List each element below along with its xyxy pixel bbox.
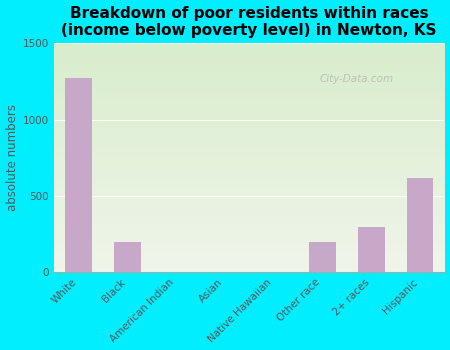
Title: Breakdown of poor residents within races
(income below poverty level) in Newton,: Breakdown of poor residents within races… bbox=[61, 6, 437, 38]
Bar bbox=[309, 243, 336, 272]
Bar bbox=[65, 78, 92, 272]
Bar bbox=[358, 227, 385, 272]
Text: City-Data.com: City-Data.com bbox=[320, 74, 394, 84]
Y-axis label: absolute numbers: absolute numbers bbox=[5, 104, 18, 211]
Bar bbox=[407, 178, 433, 272]
Bar bbox=[114, 242, 140, 272]
